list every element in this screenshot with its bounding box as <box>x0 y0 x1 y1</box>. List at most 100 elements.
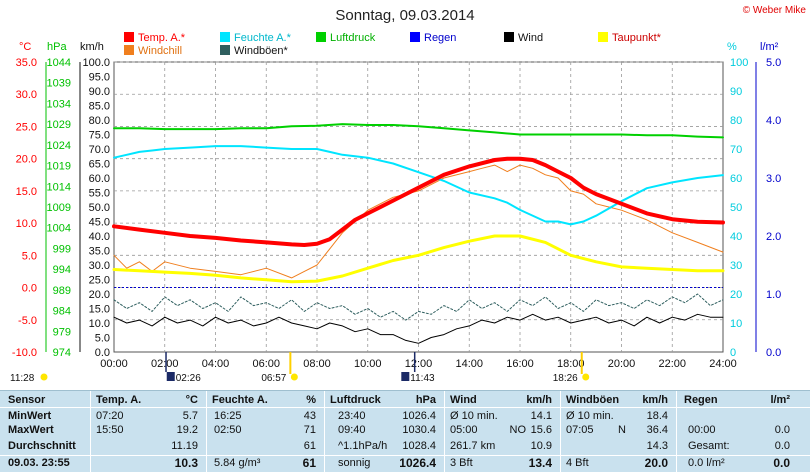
pressure-axis-tick: 1009 <box>47 202 71 214</box>
wind-axis-tick: 95.0 <box>89 72 110 84</box>
x-axis-tick: 08:00 <box>303 358 331 370</box>
pressure-axis-tick: 1039 <box>47 78 71 90</box>
table-header-humidity: Feuchte A. <box>212 394 268 406</box>
wind-value: 14.1 <box>530 410 552 422</box>
humidity-time: 16:25 <box>214 410 242 422</box>
pressure-value: 1026.4 <box>399 456 436 470</box>
rain-axis-tick: 1.0 <box>766 289 781 301</box>
wind-axis-tick: 45.0 <box>89 217 110 229</box>
moon-icon <box>40 373 48 381</box>
pressure-time: 23:40 <box>338 410 366 422</box>
gust-value: 36.4 <box>646 424 668 436</box>
pressure-axis-tick: 999 <box>53 243 71 255</box>
table-column-divider <box>676 391 677 472</box>
legend-swatch-6 <box>504 32 514 42</box>
x-axis-tick: 10:00 <box>354 358 382 370</box>
rain-axis-tick: 3.0 <box>766 173 781 185</box>
humidity-axis-tick: 70 <box>730 144 742 156</box>
wind-axis-tick: 85.0 <box>89 101 110 113</box>
pressure-axis-tick: 984 <box>53 306 71 318</box>
sun-moon-markers: 06:57 18:26 11:28 02:26 11:43 <box>10 352 590 384</box>
wind-axis-tick: 80.0 <box>89 115 110 127</box>
rain-axis-tick: 5.0 <box>766 57 781 69</box>
table-header-wind-unit: km/h <box>526 394 552 406</box>
x-axis-tick: 12:00 <box>405 358 433 370</box>
rain-time: Gesamt: <box>688 440 730 452</box>
pressure-axis-tick: 1034 <box>47 98 71 110</box>
wind-axis-tick: 35.0 <box>89 246 110 258</box>
table-header-gust-unit: km/h <box>642 394 668 406</box>
chart-axes: 35.0 30.0 25.0 20.0 15.0 10.0 5.0 0.0 -5.0 -10.0 1… <box>12 41 781 370</box>
row-label: MinWert <box>8 410 52 422</box>
x-axis-tick: 02:00 <box>151 358 179 370</box>
statistics-table: Sensor Temp. A. °C Feuchte A.% Luftdruck hPa W… <box>0 390 810 472</box>
wind-axis-unit: km/h <box>80 41 104 53</box>
series-line-0 <box>112 156 725 247</box>
series-line-2 <box>113 123 724 139</box>
row-label: MaxWert <box>8 424 54 436</box>
pressure-axis-tick: 1019 <box>47 161 71 173</box>
pressure-axis-tick: 974 <box>53 347 71 359</box>
gust-direction: N <box>618 424 626 436</box>
humidity-axis-tick: 10 <box>730 318 742 330</box>
pressure-axis-tick: 1024 <box>47 140 71 152</box>
rain-axis-unit: l/m² <box>760 41 779 53</box>
sun-icon <box>290 373 298 381</box>
table-column-divider <box>444 391 445 472</box>
credit-label: © Weber Mike <box>743 5 807 16</box>
table-header-temp: Temp. A. <box>96 394 142 406</box>
pressure-value: 1026.4 <box>402 410 436 422</box>
temp-value: 10.3 <box>174 456 198 470</box>
humidity-value: 61 <box>303 440 316 452</box>
legend-label-4: Luftdruck <box>330 32 376 44</box>
wind-time: Ø 10 min. <box>450 410 498 422</box>
rain-time: 00:00 <box>688 424 716 436</box>
legend-swatch-1 <box>124 45 134 55</box>
temp-axis-tick: 10.0 <box>16 218 37 230</box>
legend-swatch-2 <box>220 32 230 42</box>
wind-axis-tick: 60.0 <box>89 173 110 185</box>
temp-axis-tick: 25.0 <box>16 121 37 133</box>
legend-label-5: Regen <box>424 32 456 44</box>
table-header-sensor: Sensor <box>8 394 46 406</box>
weather-chart: 35.0 30.0 25.0 20.0 15.0 10.0 5.0 0.0 -5.0 -10.0 1… <box>10 5 807 384</box>
pressure-axis-tick: 1029 <box>47 119 71 131</box>
temp-axis-tick: 5.0 <box>22 250 37 262</box>
humidity-value: 71 <box>303 424 316 436</box>
table-header-pressure: Luftdruck <box>330 394 381 406</box>
moon-icon <box>166 372 175 381</box>
wind-value: 10.9 <box>530 440 552 452</box>
temp-time: 15:50 <box>96 424 124 436</box>
table-header-rain-unit: l/m² <box>770 394 790 406</box>
moon-time-b: 11:43 <box>410 373 435 384</box>
rain-time: 0.0 l/m² <box>688 457 725 469</box>
moon-time-a: 02:26 <box>176 373 201 384</box>
table-header-humidity-unit: % <box>306 394 316 406</box>
temp-axis-tick: 0.0 <box>22 283 37 295</box>
chart-title: Sonntag, 09.03.2014 <box>335 7 474 24</box>
x-axis-tick: 18:00 <box>557 358 585 370</box>
pressure-axis-tick: 1004 <box>47 223 71 235</box>
wind-value: 13.4 <box>528 456 552 470</box>
temp-time: 07:20 <box>96 410 124 422</box>
legend-swatch-0 <box>124 32 134 42</box>
wind-axis-tick: 30.0 <box>89 260 110 272</box>
pressure-time: 09:40 <box>338 424 366 436</box>
x-axis-tick: 06:00 <box>252 358 280 370</box>
humidity-axis-tick: 60 <box>730 173 742 185</box>
table-row-divider <box>0 407 810 408</box>
series-line-4 <box>112 234 725 284</box>
wind-axis-tick: 25.0 <box>89 275 110 287</box>
humidity-axis-tick: 0 <box>730 347 736 359</box>
humidity-axis-tick: 40 <box>730 231 742 243</box>
table-header-gust: Windböen <box>566 394 620 406</box>
humidity-axis-unit: % <box>727 41 737 53</box>
temp-axis-tick: 35.0 <box>16 57 37 69</box>
rain-value: 0.0 <box>773 456 790 470</box>
legend-label-3: Windböen* <box>234 45 289 57</box>
x-axis-tick: 14:00 <box>455 358 483 370</box>
wind-axis-tick: 5.0 <box>95 333 110 345</box>
rain-value: 0.0 <box>774 424 790 436</box>
chart-grid <box>113 61 724 353</box>
humidity-value: 43 <box>303 410 316 422</box>
